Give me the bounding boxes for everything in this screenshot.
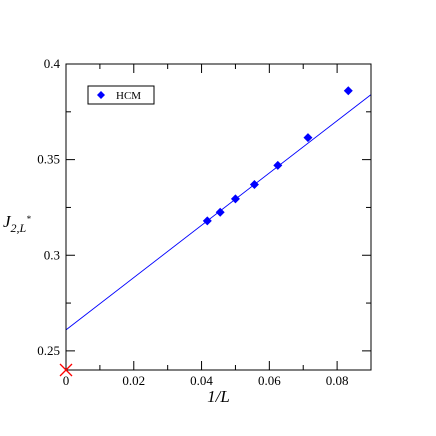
y-axis-label: J2,L*: [3, 212, 31, 235]
legend-box: [87, 85, 155, 105]
data-point: [230, 194, 240, 204]
legend-marker-hcm: [97, 91, 105, 99]
data-point: [343, 86, 353, 96]
x-tick-label: 0.02: [122, 373, 145, 388]
extrapolated-point-x-marker: [59, 363, 73, 377]
legend-label-hcm: HCM: [116, 90, 141, 102]
plot-frame: [65, 63, 372, 371]
y-tick-label: 0.4: [44, 56, 61, 71]
x-tick-label: 0.04: [190, 373, 213, 388]
data-point: [202, 216, 212, 226]
data-point: [273, 160, 283, 170]
x-tick-label: 0.08: [326, 373, 349, 388]
y-tick-label: 0.35: [37, 152, 60, 167]
data-point: [249, 179, 259, 189]
legend: HCM: [87, 85, 155, 105]
x-tick-label: 0: [63, 373, 70, 388]
data-point: [303, 133, 313, 143]
x-axis-label: 1/L: [207, 387, 230, 406]
data-marker-layer: [202, 86, 353, 226]
data-point: [215, 207, 225, 217]
y-tick-label: 0.3: [44, 247, 60, 262]
extrapolated-point-layer: [59, 363, 73, 377]
y-tick-label: 0.25: [37, 343, 60, 358]
tick-layer: 0 0.02 0.04 0.06 0.08 0.25 0.3 0.35 0.4: [37, 56, 371, 388]
x-tick-label: 0.06: [258, 373, 281, 388]
